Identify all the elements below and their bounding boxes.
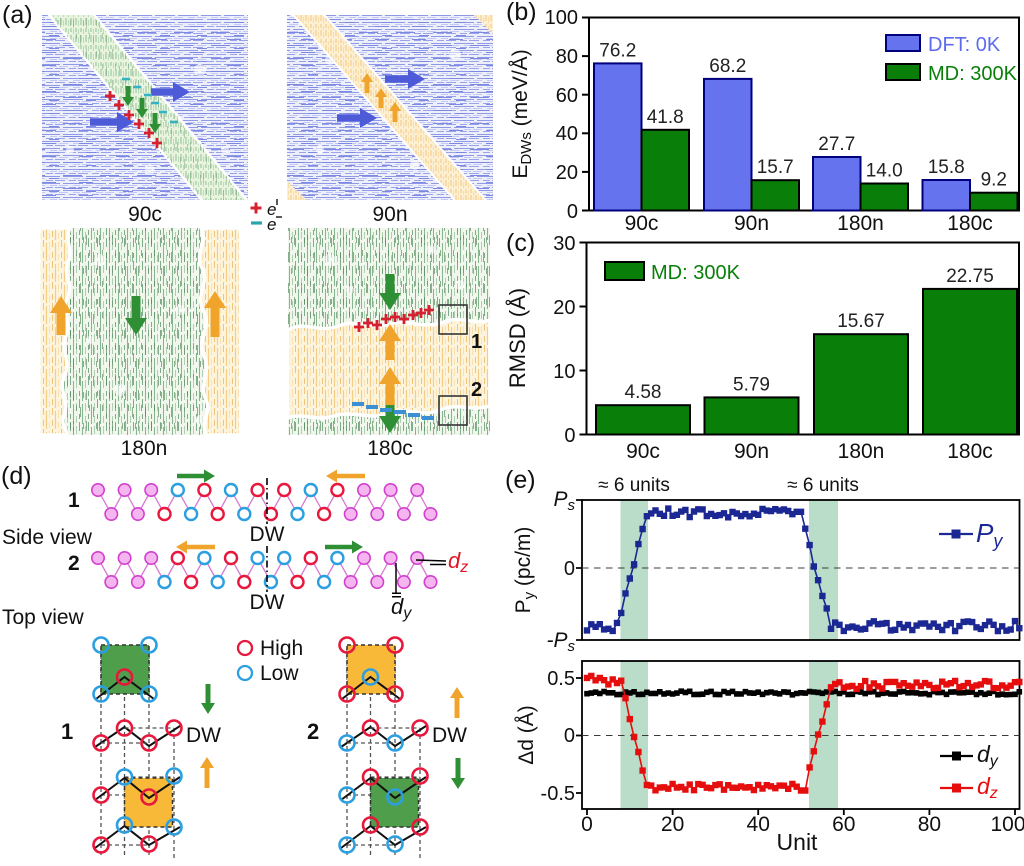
svg-text:5.79: 5.79 [733, 374, 770, 395]
svg-text:Low: Low [260, 662, 299, 685]
svg-text:22.75: 22.75 [946, 266, 994, 287]
svg-text:9.2: 9.2 [981, 170, 1007, 191]
svg-text:MD: 300K: MD: 300K [651, 262, 741, 284]
svg-text:90c: 90c [625, 212, 659, 235]
svg-text:Δd (Å): Δd (Å) [515, 705, 538, 765]
svg-text:100: 100 [990, 813, 1024, 836]
svg-text:(c): (c) [506, 229, 535, 257]
svg-text:0: 0 [564, 425, 575, 447]
svg-text:(e): (e) [505, 466, 536, 494]
svg-text:1: 1 [471, 331, 482, 353]
svg-text:0: 0 [581, 813, 593, 836]
svg-text:e: e [267, 215, 276, 234]
svg-text:40: 40 [747, 813, 770, 836]
svg-text:RMSD (Å): RMSD (Å) [505, 288, 530, 388]
svg-text:≈ 6 units: ≈ 6 units [598, 475, 670, 496]
svg-text:Unit: Unit [777, 829, 819, 855]
svg-text:-Ps: -Ps [547, 629, 576, 655]
svg-text:(d): (d) [1, 462, 32, 490]
svg-text:180c: 180c [947, 212, 993, 235]
svg-text:DW: DW [250, 523, 285, 546]
svg-text:80: 80 [918, 813, 941, 836]
svg-text:180c: 180c [947, 440, 993, 463]
svg-text:40: 40 [556, 123, 578, 145]
svg-text:90n: 90n [372, 203, 407, 226]
svg-text:68.2: 68.2 [709, 56, 746, 77]
svg-text:Py (pc/m): Py (pc/m) [512, 527, 538, 614]
svg-text:DW: DW [186, 724, 221, 747]
svg-text:(b): (b) [506, 0, 537, 26]
svg-text:15.67: 15.67 [837, 311, 885, 332]
svg-text:20: 20 [661, 813, 684, 836]
svg-text:41.8: 41.8 [647, 107, 684, 128]
svg-text:15.7: 15.7 [757, 157, 794, 178]
svg-text:4.58: 4.58 [625, 382, 662, 403]
svg-text:90c: 90c [626, 440, 660, 463]
svg-text:(a): (a) [2, 1, 33, 29]
svg-text:90c: 90c [128, 203, 162, 226]
svg-text:60: 60 [832, 813, 855, 836]
svg-text:15.8: 15.8 [928, 157, 965, 178]
svg-text:High: High [260, 637, 303, 660]
svg-text:30: 30 [553, 233, 575, 255]
svg-text:90n: 90n [734, 212, 769, 235]
svg-text:1: 1 [68, 489, 80, 512]
svg-text:2: 2 [68, 552, 80, 575]
svg-text:≈ 6 units: ≈ 6 units [787, 475, 859, 496]
svg-text:2: 2 [307, 719, 319, 744]
svg-text:2: 2 [471, 379, 482, 401]
svg-text:27.7: 27.7 [818, 134, 855, 155]
svg-text:DW: DW [432, 724, 467, 747]
svg-text:60: 60 [556, 85, 578, 107]
svg-text:20: 20 [553, 297, 575, 319]
svg-text:100: 100 [545, 7, 578, 29]
svg-text:0: 0 [564, 558, 575, 580]
svg-text:80: 80 [556, 46, 578, 68]
svg-text:e: e [267, 200, 276, 219]
svg-text:14.0: 14.0 [866, 161, 903, 182]
svg-text:DFT: 0K: DFT: 0K [928, 34, 1001, 56]
svg-text:20: 20 [556, 162, 578, 184]
svg-text:90n: 90n [734, 440, 769, 463]
svg-text:1: 1 [61, 719, 73, 744]
svg-text:180n: 180n [837, 212, 884, 235]
svg-text:0.5: 0.5 [547, 668, 575, 690]
svg-text:180n: 180n [838, 440, 885, 463]
svg-text:180n: 180n [121, 437, 168, 460]
svg-text:0: 0 [564, 725, 575, 747]
svg-text:DW: DW [250, 591, 285, 614]
svg-text:0: 0 [567, 201, 578, 223]
svg-text:MD: 300K: MD: 300K [928, 63, 1018, 85]
svg-text:-0.5: -0.5 [541, 783, 575, 805]
svg-text:180c: 180c [367, 437, 413, 460]
svg-text:10: 10 [553, 361, 575, 383]
svg-text:Side view: Side view [2, 526, 93, 549]
svg-text:76.2: 76.2 [599, 40, 636, 61]
svg-text:Top view: Top view [2, 606, 85, 629]
